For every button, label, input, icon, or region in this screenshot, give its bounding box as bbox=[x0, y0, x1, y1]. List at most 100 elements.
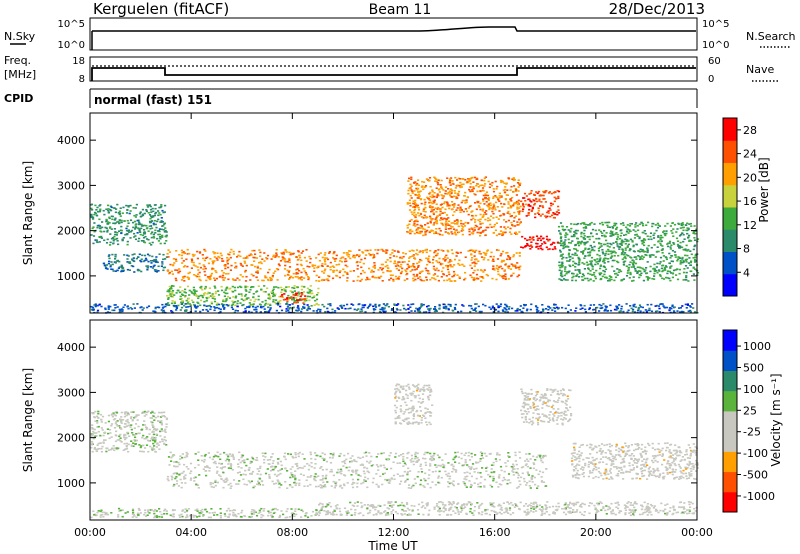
data-cell bbox=[297, 305, 300, 307]
data-cell bbox=[335, 269, 338, 272]
data-cell bbox=[630, 307, 633, 310]
data-cell bbox=[509, 481, 512, 484]
data-cell bbox=[127, 422, 130, 424]
data-cell bbox=[263, 461, 266, 464]
data-cell bbox=[184, 310, 187, 312]
data-cell bbox=[534, 213, 537, 215]
data-cell bbox=[472, 215, 475, 217]
data-cell bbox=[450, 191, 453, 193]
data-cell bbox=[310, 289, 313, 292]
data-cell bbox=[99, 208, 102, 211]
data-cell bbox=[673, 243, 676, 245]
colorbar-band bbox=[723, 273, 737, 297]
data-cell bbox=[190, 290, 193, 293]
data-cell bbox=[410, 219, 413, 221]
data-cell bbox=[439, 184, 442, 186]
data-cell bbox=[513, 179, 516, 181]
data-cell bbox=[288, 308, 291, 310]
data-cell bbox=[518, 210, 521, 212]
data-cell bbox=[141, 450, 144, 453]
data-cell bbox=[673, 306, 676, 308]
data-cell bbox=[647, 309, 650, 312]
data-cell bbox=[118, 210, 121, 213]
data-cell bbox=[459, 178, 462, 180]
data-cell bbox=[669, 248, 672, 250]
data-cell bbox=[674, 256, 677, 258]
data-cell bbox=[317, 292, 320, 294]
data-cell bbox=[652, 267, 655, 270]
data-cell bbox=[194, 310, 197, 313]
data-cell bbox=[418, 308, 421, 311]
data-cell bbox=[484, 193, 487, 195]
data-cell bbox=[285, 308, 288, 310]
data-cell bbox=[475, 184, 478, 187]
data-cell bbox=[494, 195, 497, 197]
data-cell bbox=[497, 218, 500, 220]
data-cell bbox=[184, 291, 187, 294]
data-cell bbox=[90, 207, 93, 210]
data-cell bbox=[682, 248, 685, 251]
data-cell bbox=[295, 299, 299, 301]
data-cell bbox=[175, 250, 178, 252]
data-cell bbox=[646, 249, 649, 252]
data-cell bbox=[125, 414, 128, 417]
data-cell bbox=[437, 249, 440, 251]
data-cell bbox=[286, 260, 289, 263]
data-cell bbox=[610, 233, 613, 235]
data-cell bbox=[509, 198, 512, 200]
data-cell bbox=[185, 309, 188, 311]
data-cell bbox=[511, 196, 514, 199]
data-cell bbox=[130, 411, 133, 413]
data-cell bbox=[358, 255, 361, 258]
data-cell bbox=[646, 276, 649, 278]
data-cell bbox=[148, 242, 151, 245]
data-cell bbox=[441, 218, 444, 221]
data-cell bbox=[141, 412, 144, 414]
data-cell bbox=[451, 180, 454, 182]
data-cell bbox=[507, 267, 510, 269]
data-cell bbox=[273, 465, 276, 468]
data-cell bbox=[452, 467, 455, 470]
data-cell bbox=[151, 241, 154, 244]
data-cell bbox=[127, 424, 130, 427]
data-cell bbox=[440, 217, 443, 219]
data-cell bbox=[116, 240, 119, 242]
data-cell bbox=[152, 265, 155, 268]
data-cell bbox=[502, 476, 505, 479]
data-cell bbox=[349, 257, 352, 260]
data-cell bbox=[516, 308, 519, 311]
data-cell bbox=[583, 222, 586, 224]
data-cell bbox=[459, 181, 462, 184]
data-cell bbox=[277, 463, 280, 465]
data-cell bbox=[677, 223, 681, 225]
data-cell bbox=[329, 453, 332, 455]
data-cell bbox=[464, 452, 467, 454]
data-cell bbox=[356, 254, 359, 256]
data-cell bbox=[452, 458, 455, 461]
data-cell bbox=[292, 457, 295, 459]
data-cell bbox=[123, 254, 126, 256]
data-cell bbox=[538, 200, 541, 202]
data-cell bbox=[139, 233, 142, 236]
data-cell bbox=[486, 274, 490, 277]
data-cell bbox=[518, 255, 521, 257]
data-cell bbox=[209, 308, 212, 311]
data-cell bbox=[295, 269, 298, 271]
data-cell bbox=[408, 484, 411, 486]
data-cell bbox=[298, 484, 301, 487]
data-cell bbox=[272, 460, 275, 462]
data-cell bbox=[194, 466, 197, 469]
data-cell bbox=[656, 271, 659, 274]
data-cell bbox=[409, 230, 412, 232]
power-data-layer bbox=[90, 176, 700, 314]
data-cell bbox=[500, 469, 503, 472]
data-cell bbox=[576, 237, 579, 240]
data-cell bbox=[638, 304, 642, 306]
data-cell bbox=[279, 305, 282, 308]
data-cell bbox=[162, 258, 165, 261]
data-cell bbox=[431, 189, 434, 191]
data-cell bbox=[428, 177, 432, 179]
data-cell bbox=[395, 304, 398, 306]
data-cell bbox=[475, 249, 478, 252]
data-cell bbox=[131, 253, 134, 256]
